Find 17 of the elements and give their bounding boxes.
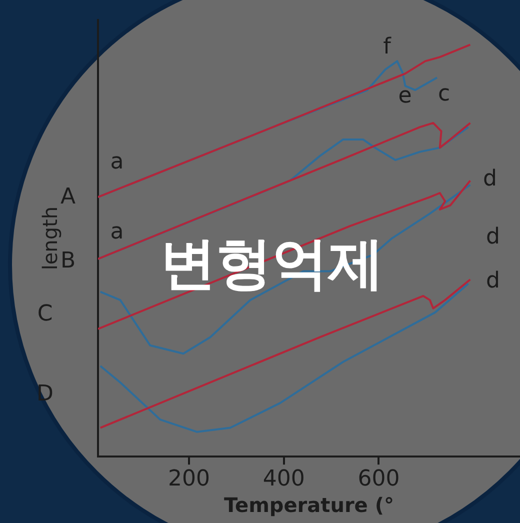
x-tick-label: 200 xyxy=(168,466,210,492)
annotation: d xyxy=(483,166,497,192)
text: B xyxy=(60,248,76,274)
annotation: f xyxy=(383,34,392,60)
annotation: d xyxy=(486,268,500,294)
annotation: c xyxy=(438,82,450,107)
y-axis-title: length xyxy=(38,206,62,270)
text: 변형억제 xyxy=(160,232,384,297)
annotation: a xyxy=(110,150,124,175)
x-tick-label: 400 xyxy=(262,466,305,492)
text: A xyxy=(60,184,76,210)
annotation: e xyxy=(398,84,412,109)
x-axis-title: Temperature (° xyxy=(224,493,394,518)
annotation: a xyxy=(110,220,124,245)
text: C xyxy=(37,302,53,327)
annotation: d xyxy=(486,224,500,250)
x-tick-label: 600 xyxy=(358,466,400,492)
